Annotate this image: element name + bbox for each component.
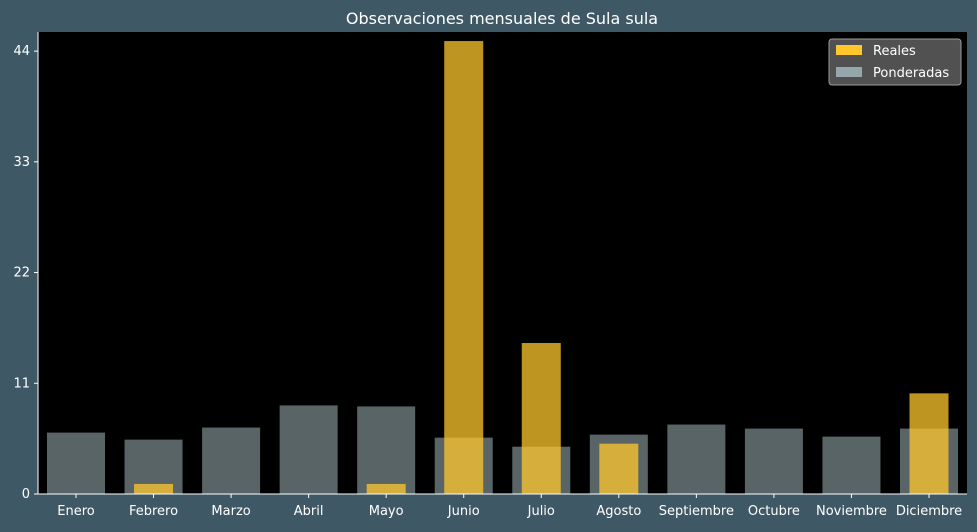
- legend-label-ponderadas: Ponderadas: [873, 66, 949, 81]
- bar-reales-junio: [444, 41, 484, 494]
- bar-ponderadas-mayo: [357, 406, 416, 494]
- y-tick-label-44: 44: [13, 44, 30, 59]
- x-tick-label-julio: Julio: [527, 504, 555, 519]
- x-tick-label-enero: Enero: [57, 504, 95, 519]
- bar-reales-julio: [521, 343, 561, 494]
- bar-ponderadas-enero: [47, 432, 105, 494]
- legend-swatch-reales: [836, 45, 862, 55]
- legend-label-reales: Reales: [873, 44, 916, 59]
- bar-ponderadas-marzo: [202, 427, 261, 494]
- bar-reales-mayo: [366, 483, 406, 494]
- x-axis: Enero Febrero Marzo Abril Mayo Junio Julio Agos…: [38, 493, 967, 519]
- x-tick-label-noviembre: Noviembre: [816, 504, 887, 519]
- legend-swatch-ponderadas: [836, 67, 862, 77]
- y-axis: 0 11 22 33 44: [13, 32, 39, 502]
- x-tick-label-agosto: Agosto: [596, 504, 641, 519]
- plot-area: [38, 32, 967, 494]
- bar-ponderadas-septiembre: [667, 424, 726, 494]
- chart-title: Observaciones mensuales de Sula sula: [346, 9, 658, 28]
- y-tick-label-0: 0: [22, 487, 30, 502]
- bar-reales-febrero: [134, 483, 174, 494]
- bar-ponderadas-octubre: [744, 428, 803, 494]
- x-tick-label-marzo: Marzo: [211, 504, 250, 519]
- x-tick-label-junio: Junio: [447, 504, 480, 519]
- y-tick-label-22: 22: [13, 266, 30, 281]
- x-tick-label-abril: Abril: [294, 504, 324, 519]
- bar-reales-agosto: [599, 443, 639, 494]
- series-reales: [134, 41, 949, 494]
- bar-ponderadas-noviembre: [822, 436, 881, 494]
- x-tick-label-octubre: Octubre: [748, 504, 800, 519]
- y-tick-label-11: 11: [13, 376, 30, 391]
- bar-reales-diciembre: [909, 393, 949, 494]
- x-tick-label-diciembre: Diciembre: [896, 504, 962, 519]
- legend: Reales Ponderadas: [828, 38, 962, 86]
- y-tick-label-33: 33: [13, 155, 30, 170]
- x-tick-label-septiembre: Septiembre: [659, 504, 734, 519]
- bar-ponderadas-abril: [279, 405, 338, 494]
- x-tick-label-febrero: Febrero: [129, 504, 178, 519]
- x-tick-label-mayo: Mayo: [369, 504, 404, 519]
